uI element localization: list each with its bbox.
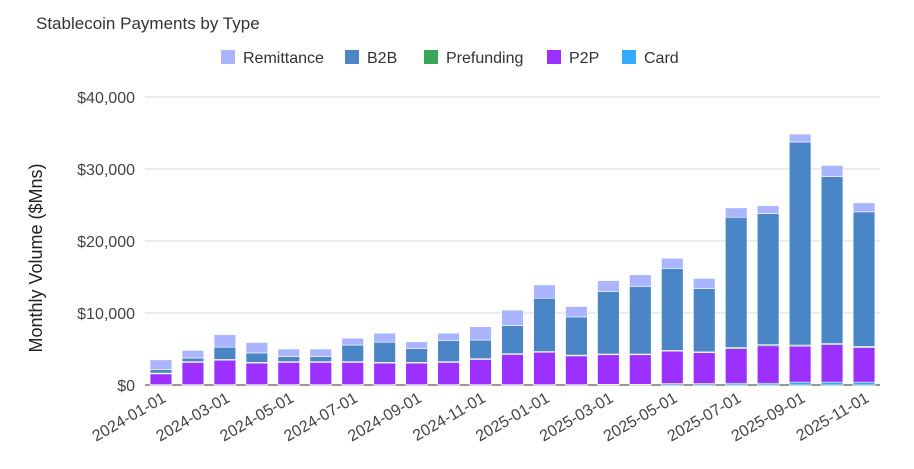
bar-segment: [245, 342, 269, 354]
bar-segment: [661, 257, 684, 269]
legend-label: B2B: [367, 50, 397, 67]
chart-title: Stablecoin Payments by Type: [36, 14, 260, 33]
bar-segment: [629, 286, 652, 355]
y-tick-label: $0: [117, 378, 135, 395]
bar-segment: [213, 334, 237, 348]
bar-segment: [852, 347, 876, 383]
y-axis-label: Monthly Volume ($Mns): [26, 163, 46, 352]
bar-segment: [756, 205, 780, 214]
bar-segment: [725, 207, 748, 218]
bar-segment: [693, 352, 716, 384]
bar-segment: [181, 350, 205, 359]
bar-segment: [565, 316, 588, 356]
bar-segment: [533, 284, 556, 299]
legend-swatch: [424, 50, 438, 64]
bar-segment: [597, 280, 620, 292]
bar-segment: [373, 341, 396, 363]
bar-segment: [309, 348, 332, 357]
legend-label: P2P: [569, 50, 599, 67]
bar-segment: [405, 341, 428, 349]
bar-segment: [852, 202, 876, 213]
bar-segment: [309, 356, 332, 362]
bar-segment: [405, 348, 428, 363]
bars: [149, 133, 876, 386]
bar-segment: [788, 345, 812, 383]
bar-segment: [341, 344, 364, 362]
bar-segment: [852, 211, 876, 347]
bar-segment: [277, 362, 300, 385]
bar-segment: [181, 362, 205, 385]
bar-segment: [341, 337, 364, 346]
bar-segment: [405, 362, 428, 385]
bar-segment: [725, 348, 748, 384]
bar-segment: [661, 268, 684, 351]
bar-segment: [149, 373, 173, 385]
bar-segment: [597, 291, 620, 355]
y-tick-label: $10,000: [77, 306, 135, 323]
bar-segment: [629, 354, 652, 385]
bar-segment: [277, 348, 300, 357]
bar-segment: [437, 332, 460, 342]
legend-swatch: [547, 50, 561, 64]
bar-segment: [788, 381, 812, 386]
legend-swatch: [221, 50, 235, 64]
bar-segment: [469, 359, 492, 385]
bar-segment: [213, 346, 237, 360]
x-tick-labels: 2024-01-012024-03-012024-05-012024-07-01…: [90, 390, 873, 446]
legend-swatch: [622, 50, 636, 64]
bar-segment: [597, 354, 620, 385]
x-tick-label: 2024-09-01: [345, 390, 424, 446]
bar-segment: [693, 288, 716, 353]
bar-segment: [756, 213, 780, 345]
legend-label: Card: [644, 50, 679, 67]
legend-label: Remittance: [243, 50, 324, 67]
bar-segment: [277, 356, 300, 362]
bar-segment: [820, 381, 844, 386]
bar-segment: [501, 325, 524, 354]
bar-segment: [245, 352, 269, 363]
bar-segment: [469, 326, 492, 341]
bar-segment: [693, 278, 716, 289]
bar-segment: [501, 354, 524, 385]
y-tick-label: $20,000: [77, 234, 135, 251]
bar-segment: [213, 359, 237, 385]
x-tick-label: 2025-09-01: [729, 390, 808, 446]
bar-segment: [437, 362, 460, 385]
bar-segment: [788, 133, 812, 143]
bar-segment: [341, 362, 364, 385]
bar-segment: [661, 350, 684, 384]
bar-segment: [373, 362, 396, 385]
bar-segment: [725, 216, 748, 348]
bar-segment: [469, 339, 492, 360]
legend-label: Prefunding: [446, 50, 523, 67]
bar-segment: [788, 141, 812, 346]
bar-segment: [501, 309, 524, 326]
bar-segment: [629, 274, 652, 287]
bar-segment: [565, 355, 588, 385]
y-tick-label: $40,000: [77, 90, 135, 107]
bar-segment: [437, 340, 460, 362]
bar-segment: [245, 362, 269, 385]
bar-segment: [373, 332, 396, 343]
bar-segment: [533, 351, 556, 385]
legend-swatch: [345, 50, 359, 64]
bar-segment: [309, 362, 332, 385]
bar-segment: [756, 345, 780, 384]
x-tick-label: 2025-11-01: [794, 390, 872, 445]
bar-segment: [149, 369, 173, 374]
y-tick-label: $30,000: [77, 162, 135, 179]
y-tick-labels: $0 $10,000 $20,000 $30,000 $40,000: [77, 90, 135, 395]
bar-segment: [852, 381, 876, 386]
bar-segment: [820, 344, 844, 383]
bar-segment: [533, 297, 556, 352]
bar-segment: [149, 359, 173, 370]
legend: Remittance B2B Prefunding P2P Card: [221, 50, 679, 67]
bar-segment: [181, 357, 205, 362]
bar-segment: [820, 176, 844, 344]
bar-segment: [565, 306, 588, 318]
bar-segment: [820, 165, 844, 177]
